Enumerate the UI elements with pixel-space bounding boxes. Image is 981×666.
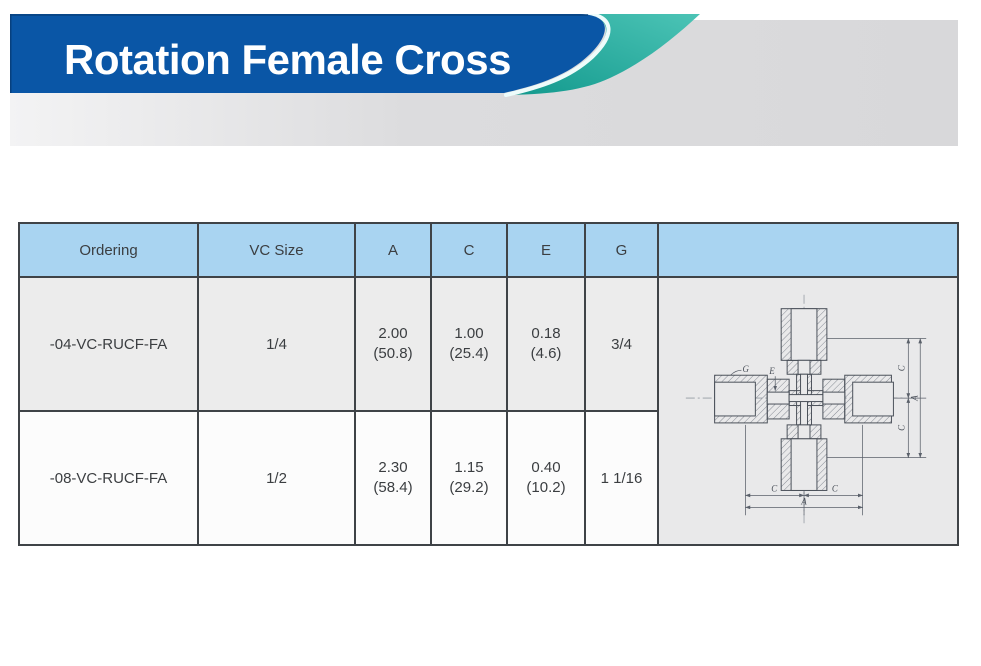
dim-e-mm: (4.6) [530, 345, 562, 362]
col-header-a: A [354, 222, 432, 278]
dim-label-c-right-top: C [896, 364, 906, 371]
table-row: -04-VC-RUCF-FA 1/4 2.00 (50.8) 1.00 (25.… [18, 276, 959, 546]
technical-drawing-cell: C C A C C A [657, 276, 959, 546]
dim-e-inches: 0.18 [531, 325, 561, 342]
dim-label-a-bottom: A [800, 496, 807, 506]
banner-graphic [10, 14, 958, 146]
vc-size-value: 1/4 [197, 276, 356, 412]
dim-c-value: 1.00 (25.4) [430, 276, 508, 412]
dim-c-inches: 1.00 [454, 325, 484, 342]
ordering-code: -08-VC-RUCF-FA [18, 410, 199, 546]
vc-size-value: 1/2 [197, 410, 356, 546]
table-header-row: Ordering VC Size A C E G [18, 222, 959, 278]
swoosh-separator [504, 14, 611, 97]
dim-a-mm: (58.4) [373, 479, 413, 496]
dim-e-value: 0.18 (4.6) [506, 276, 586, 412]
col-header-c: C [430, 222, 508, 278]
dim-g-value: 3/4 [584, 276, 659, 412]
bottom-dimensions [745, 424, 864, 516]
dim-label-e: E [768, 366, 775, 376]
spec-table: Ordering VC Size A C E G -04-VC-RUCF-FA … [18, 222, 959, 546]
dim-e-mm: (10.2) [526, 479, 566, 496]
dim-label-c-right-bottom: C [896, 424, 906, 431]
dim-g-value: 1 1/16 [584, 410, 659, 546]
dim-a-mm: (50.8) [373, 345, 413, 362]
dim-e-inches: 0.40 [531, 459, 561, 476]
col-header-drawing [657, 222, 959, 278]
dim-c-mm: (29.2) [449, 479, 489, 496]
page-title: Rotation Female Cross [64, 36, 511, 83]
col-header-ordering: Ordering [18, 222, 199, 278]
g-leader-line [730, 369, 742, 376]
cross-fitting-drawing: C C A C C A [685, 294, 927, 524]
fitting-bores [714, 308, 894, 491]
dim-label-c-bottom-left: C [771, 483, 778, 493]
table-row: -08-VC-RUCF-FA 1/2 2.30 (58.4) 1.15 (29.… [18, 410, 958, 546]
page-header: Rotation Female Cross [10, 14, 958, 146]
col-header-e: E [506, 222, 586, 278]
dim-a-inches: 2.30 [378, 459, 408, 476]
dim-label-a-right: A [909, 395, 919, 402]
ordering-code: -04-VC-RUCF-FA [18, 276, 199, 412]
dim-c-inches: 1.15 [454, 459, 484, 476]
dim-a-inches: 2.00 [378, 325, 408, 342]
dim-a-value: 2.00 (50.8) [354, 276, 432, 412]
dim-a-value: 2.30 (58.4) [354, 410, 432, 546]
dim-e-value: 0.40 (10.2) [506, 410, 586, 546]
dim-c-value: 1.15 (29.2) [430, 410, 508, 546]
col-header-vc-size: VC Size [197, 222, 356, 278]
blue-banner [10, 14, 605, 93]
dim-c-mm: (25.4) [449, 345, 489, 362]
col-header-g: G [584, 222, 659, 278]
teal-swoosh [508, 14, 700, 95]
dim-label-g: G [742, 364, 749, 374]
dim-label-c-bottom-right: C [832, 483, 839, 493]
right-dimensions [826, 338, 927, 459]
